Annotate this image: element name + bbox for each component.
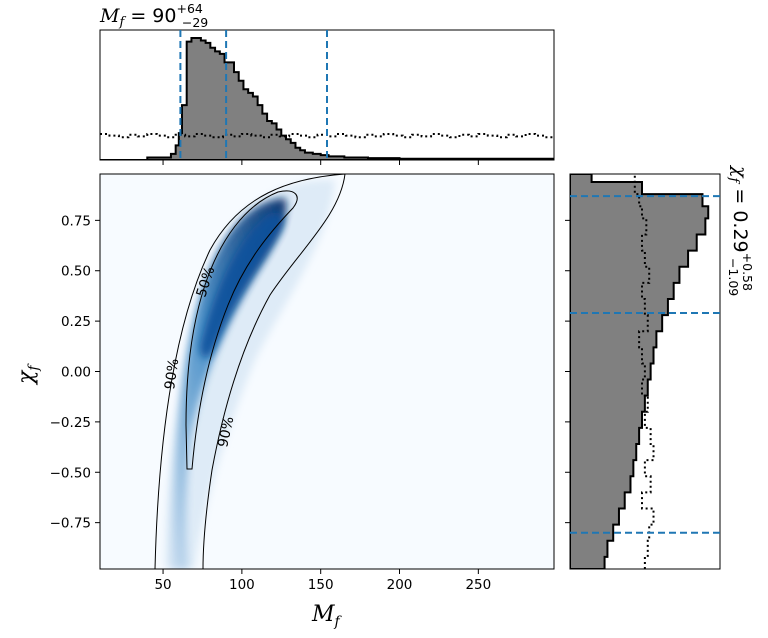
x-axis-label: Mf (311, 602, 343, 630)
y-tick-label: −0.50 (50, 465, 91, 481)
y-axis-label: χf (14, 363, 42, 386)
y-tick-label: −0.75 (50, 516, 91, 532)
spin-quantile-lines (570, 195, 720, 534)
x-tick-label: 200 (387, 577, 413, 593)
x-tick-label: 100 (229, 577, 255, 593)
mass-posterior-histogram (100, 37, 554, 160)
spin-prior-histogram (633, 174, 655, 569)
y-tick-labels: 0.75 0.50 0.25 0.00 −0.25 −0.50 −0.75 (50, 213, 91, 531)
contour-50 (185, 190, 298, 470)
contour-label-90-left: 90% (162, 358, 182, 391)
x-tick-labels: 50 100 150 200 250 (154, 577, 491, 593)
y-tick-label: 0.75 (61, 213, 91, 229)
contour-90 (154, 174, 346, 569)
density-core (200, 212, 284, 358)
joint-density-panel: 50% 90% 90% 50 100 150 200 250 0.750.500.250… (14, 160, 570, 630)
y-tick-label: −0.25 (50, 415, 91, 431)
spin-title: χf = 0.29+0.58−1.09 (726, 164, 755, 296)
spin-marginal-panel: χf = 0.29+0.58−1.09 (569, 164, 755, 570)
mass-marginal-panel: Mf = 90+64 −29 (99, 1, 555, 161)
density-halo (165, 179, 335, 569)
x-tick-label: 250 (465, 577, 491, 593)
contour-label-90-right: 90% (215, 415, 237, 449)
y-tick-label: 0.00 (61, 365, 91, 381)
mass-marginal-frame (99, 29, 555, 161)
y-tick-label: 0.25 (61, 314, 91, 330)
x-tick-label: 150 (308, 577, 334, 593)
y-tick-label: 0.50 (61, 264, 91, 280)
spin-posterior-histogram (570, 174, 710, 569)
mass-title: Mf = 90+64 −29 (99, 1, 208, 30)
spin-histogram (570, 174, 710, 569)
joint-axis-ticks (95, 160, 570, 574)
x-tick-label: 50 (154, 577, 171, 593)
